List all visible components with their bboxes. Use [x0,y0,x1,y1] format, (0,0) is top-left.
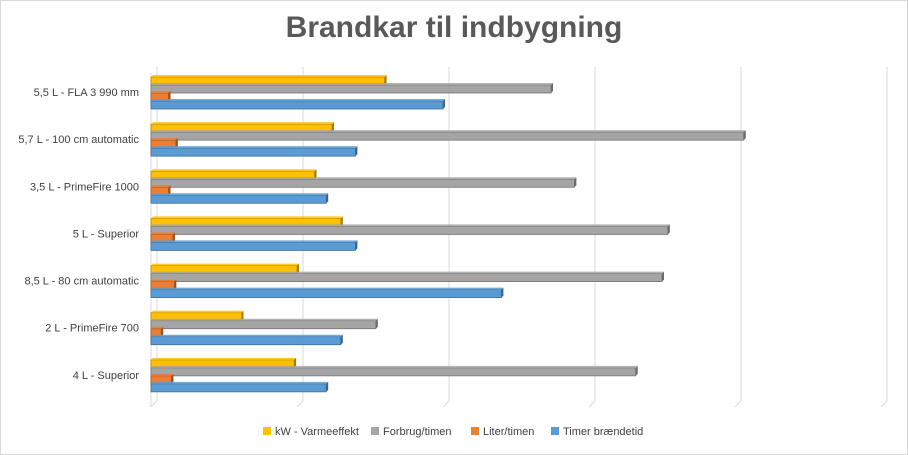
bar-end [551,83,554,93]
bar-end [355,146,358,157]
legend-label: Liter/timen [483,426,534,438]
gridline-foot [588,400,596,408]
bar-end [355,240,358,251]
category-label: 2 L - PrimeFire 700 [45,323,139,335]
bar-end [340,334,343,345]
bar-end [743,130,746,141]
legend-swatch [371,427,379,435]
bar-top [151,334,343,337]
bar [150,194,327,204]
bar-top [151,357,297,360]
bar-end [384,75,387,85]
bar-top [151,287,504,290]
bar [150,289,502,298]
bar-end [172,232,175,243]
bar-top [151,224,670,227]
bar-top [151,91,171,93]
bar [150,242,356,251]
legend-label: Timer brændetid [563,426,643,438]
bar-top [151,177,577,180]
bar-top [151,99,445,101]
bar-end [667,224,670,235]
bar-end [297,263,299,274]
bar [150,273,663,282]
bar-end [662,271,664,282]
bar-end [168,185,171,196]
bar [150,383,327,393]
category-label: 5,7 L - 100 cm automatic [18,134,139,146]
bar-top [151,310,244,313]
category-label: 8,5 L - 80 cm automatic [24,276,139,288]
bar-top [151,318,378,321]
bar-top [151,185,171,188]
bar-top [151,138,178,141]
bar-end [314,169,317,180]
bar [150,336,342,346]
bar-top [151,169,317,172]
legend-label: Forbrug/timen [383,426,451,438]
bar-top [151,271,664,274]
gridline-foot [442,400,450,408]
bar [150,100,444,110]
bar [150,147,356,157]
bar-top [151,193,329,196]
bar-top [151,326,164,329]
bar-end [161,326,164,337]
bar-top [151,232,175,235]
bar-end [326,381,329,392]
chart-title: Brandkar til indbygning [285,11,623,44]
bar-top [151,216,343,219]
bar-end [171,373,174,384]
category-label: 4 L - Superior [73,370,140,382]
gridline-foot [296,400,304,408]
bar-top [151,130,746,133]
gridline-foot [150,400,158,408]
legend-label: kW - Varmeeffekt [275,426,359,438]
bar [150,226,669,235]
bar [150,178,575,188]
bar [150,131,745,141]
bar-top [151,146,358,149]
bar-end [175,138,178,149]
bar-end [375,318,378,329]
bar-end [501,287,504,298]
bar-end [168,91,171,101]
bar-top [151,279,177,282]
bar [150,320,377,330]
bar-end [294,357,297,368]
bar-end [340,216,343,227]
legend-swatch [551,427,559,435]
bar-top [151,83,554,85]
bar-top [151,365,638,368]
bar-top [151,373,174,376]
bar-top [151,75,387,77]
bar-top [151,122,335,125]
legend-swatch [471,427,479,435]
category-label: 5,5 L - FLA 3 990 mm [34,87,139,99]
bar-end [443,99,445,109]
legend-swatch [263,427,271,435]
bar-end [241,310,244,321]
category-label: 3,5 L - PrimeFire 1000 [30,181,139,193]
category-label: 5 L - Superior [73,228,140,240]
bar-end [326,193,329,204]
bar-top [151,381,329,384]
gridline-foot [880,400,888,408]
gridline-foot [734,400,742,408]
bar-top [151,263,299,266]
bar-end [174,279,177,290]
bar-end [332,122,335,133]
bar-end [635,365,638,376]
bar-end [574,177,577,188]
bar [150,367,637,377]
bar [150,84,552,94]
bar-top [151,240,358,243]
